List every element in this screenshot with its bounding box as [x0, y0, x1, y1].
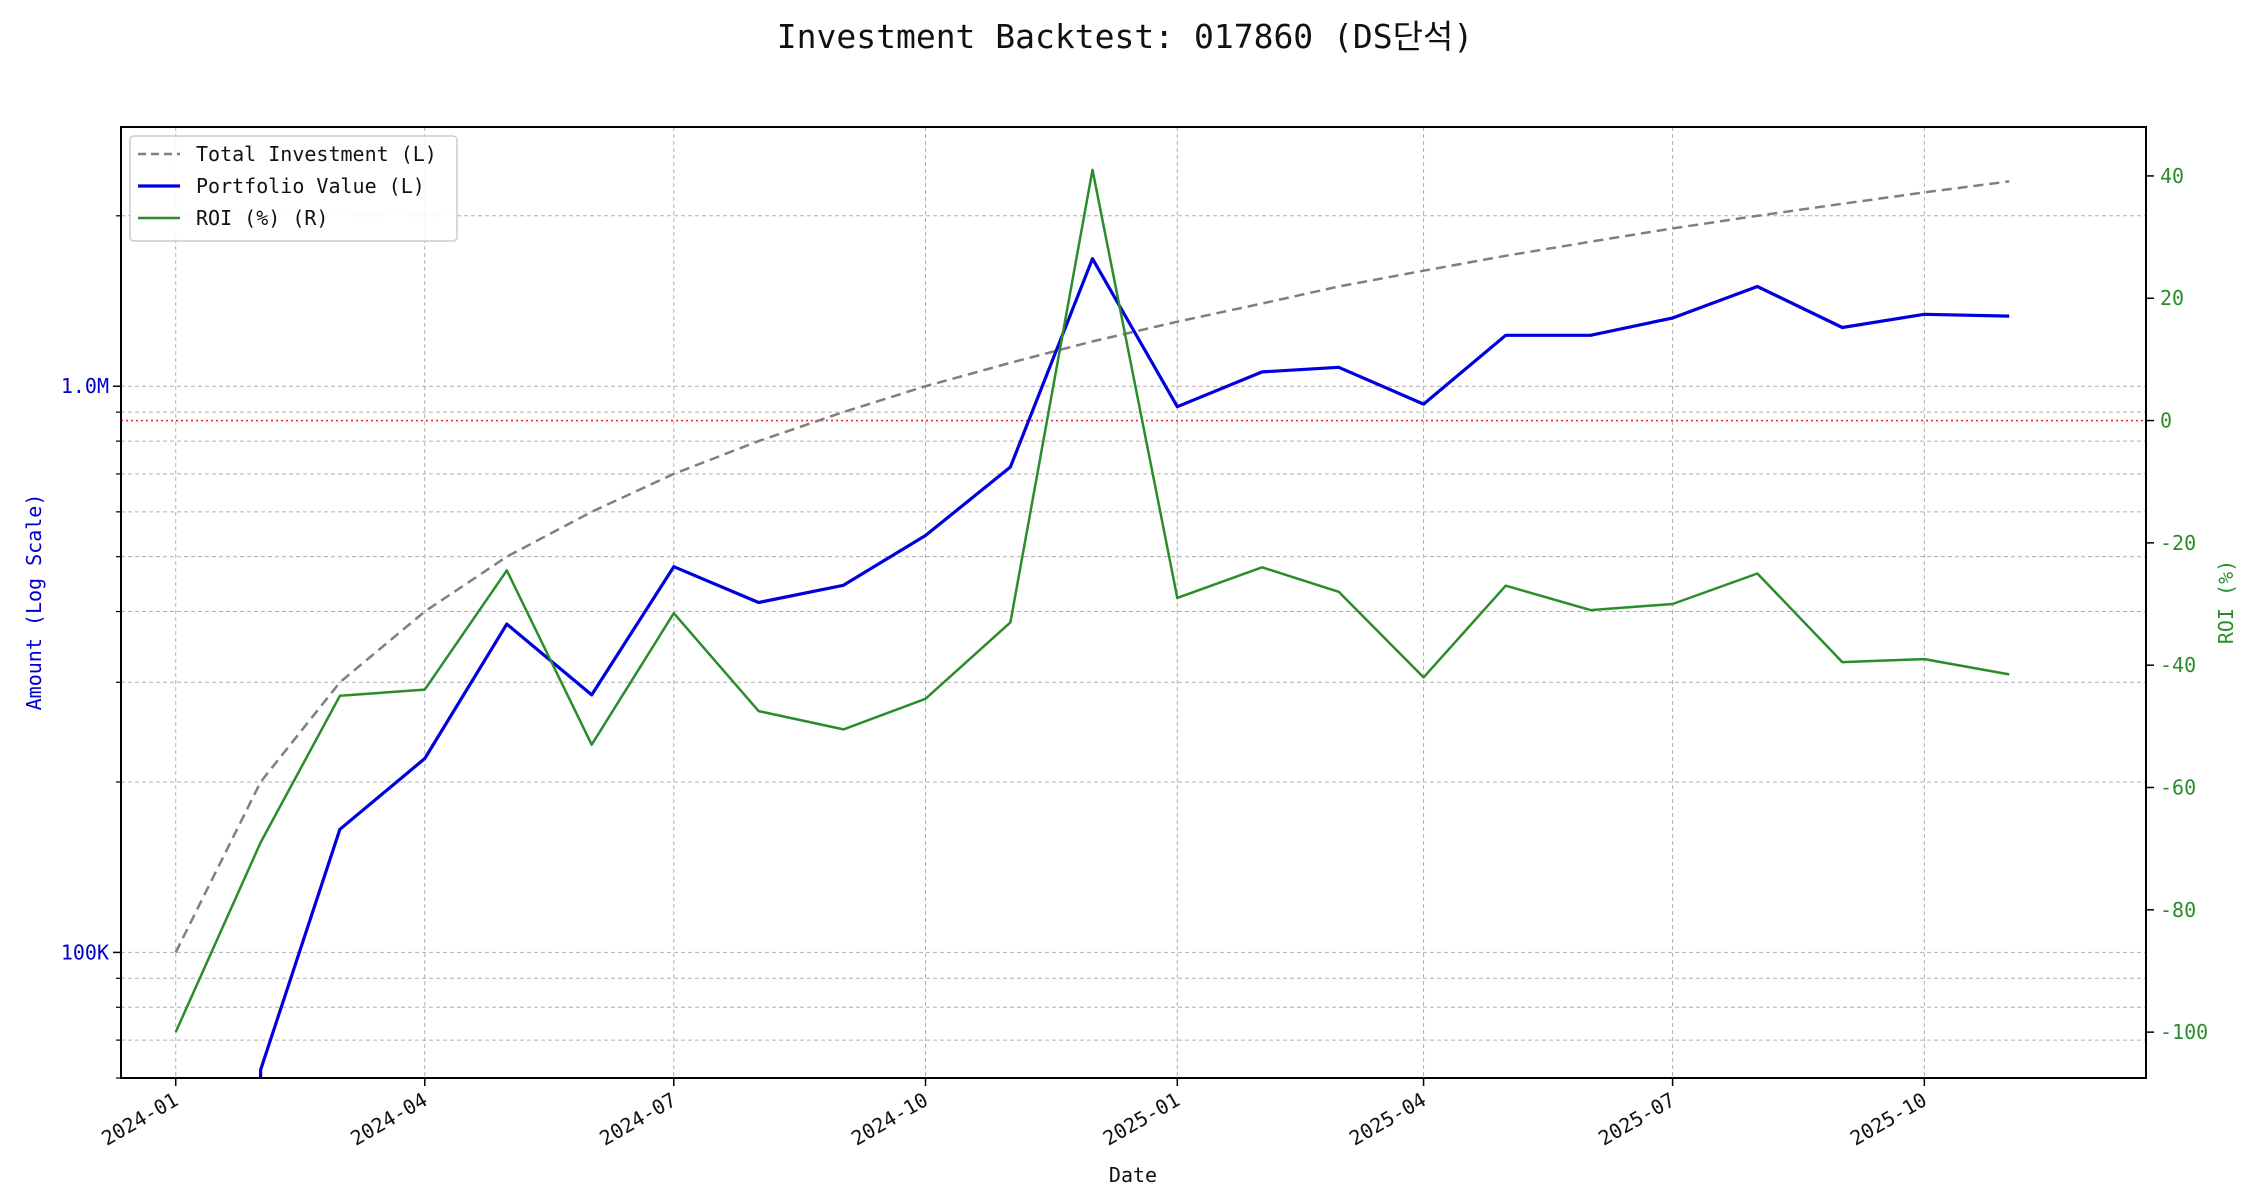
y-right-tick-label: 0: [2160, 409, 2172, 433]
x-axis: 2024-01 2024-04 2024-07 2024-10 2025-01 2025-…: [97, 1078, 1931, 1150]
y-axis-left: 100K 1.0M: [61, 215, 121, 1079]
x-tick-label: 2025-04: [1345, 1088, 1430, 1151]
y-axis-right: -100 -80 -60 -40 -20 0 20 40: [2146, 164, 2208, 1044]
y-left-tick-label: 100K: [61, 940, 109, 964]
legend-label-2: ROI (%) (R): [196, 206, 328, 230]
grid: [121, 127, 2146, 1079]
chart-title: Investment Backtest: 017860 (DS단석): [777, 17, 1474, 56]
legend: Total Investment (L) Portfolio Value (L) R…: [129, 135, 458, 242]
legend-label-1: Portfolio Value (L): [196, 174, 425, 198]
x-tick-label: 2025-07: [1594, 1088, 1679, 1151]
x-tick-label: 2024-04: [346, 1088, 431, 1151]
x-tick-label: 2025-10: [1846, 1088, 1931, 1151]
y-right-tick-label: -20: [2160, 531, 2196, 555]
series-lines: [174, 168, 2010, 1078]
x-tick-label: 2024-07: [595, 1088, 680, 1151]
y-right-tick-label: -60: [2160, 776, 2196, 800]
y-right-tick-label: -80: [2160, 898, 2196, 922]
y-right-tick-label: 20: [2160, 286, 2184, 310]
y-left-tick-label: 1.0M: [61, 374, 109, 398]
y-axis-left-label: Amount (Log Scale): [22, 494, 46, 711]
legend-box: [129, 135, 458, 242]
x-tick-label: 2024-01: [97, 1088, 182, 1151]
series-line-0: [174, 180, 2010, 953]
y-right-tick-label: 40: [2160, 164, 2184, 188]
x-tick-label: 2024-10: [847, 1088, 932, 1151]
x-axis-label: Date: [1109, 1163, 1157, 1187]
series-line-2: [174, 168, 2010, 1033]
y-right-tick-label: -100: [2160, 1020, 2208, 1044]
plot-frame: [120, 126, 2147, 1079]
series-line-1: [259, 257, 2010, 1078]
x-tick-label: 2025-01: [1099, 1088, 1184, 1151]
y-right-tick-label: -40: [2160, 653, 2196, 677]
legend-label-0: Total Investment (L): [196, 142, 437, 166]
y-axis-right-label: ROI (%): [2214, 560, 2238, 644]
